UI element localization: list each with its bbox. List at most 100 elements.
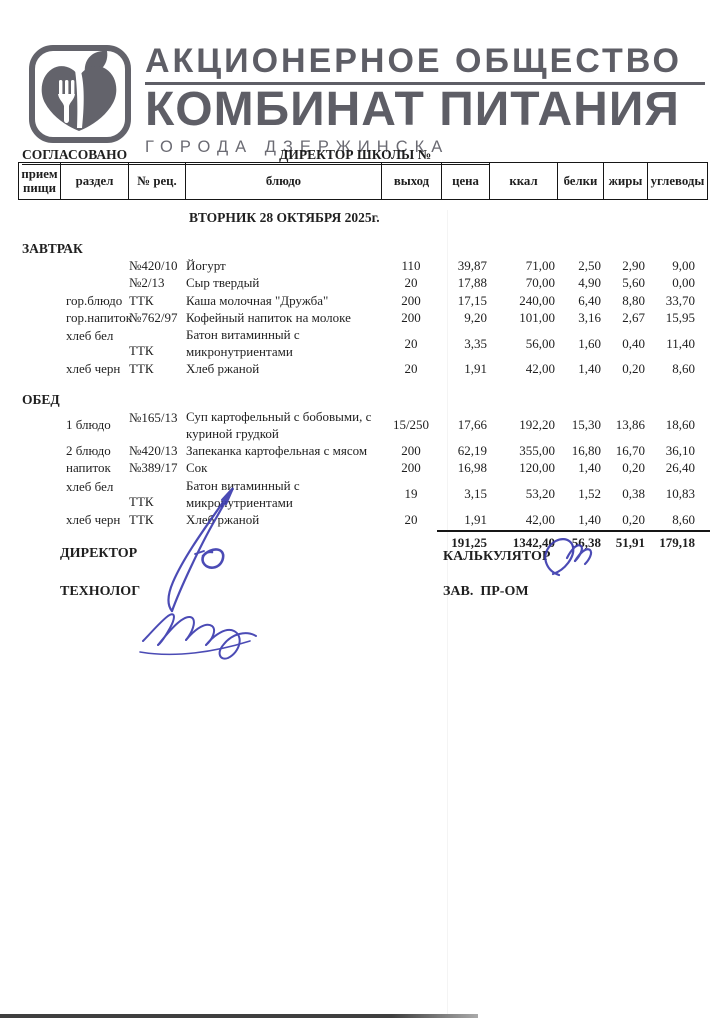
menu-row: гор.блюдо ТТК Каша молочная "Дружба" 200… bbox=[18, 292, 708, 309]
cell-fat: 0,38 bbox=[622, 486, 645, 502]
cell-dish: Хлеб ржаной bbox=[186, 512, 260, 528]
menu-row: хлеб черн ТТК Хлеб ржаной 20 1,91 42,00 … bbox=[18, 511, 708, 528]
cell-recipe: №420/10 bbox=[129, 258, 178, 274]
menu-row: гор.напиток №762/97 Кофейный напиток на … bbox=[18, 309, 708, 326]
cell-recipe: №762/97 bbox=[129, 309, 178, 325]
menu-row: хлеб черн ТТК Хлеб ржаной 20 1,91 42,00 … bbox=[18, 360, 708, 377]
menu-row: хлеб бел ТТК Батон витаминный с микронут… bbox=[18, 326, 708, 360]
menu-row: 2 блюдо №420/13 Запеканка картофельная с… bbox=[18, 442, 708, 459]
cell-fat: 0,40 bbox=[622, 335, 645, 351]
cell-price: 9,20 bbox=[464, 309, 487, 325]
cell-section: гор.блюдо bbox=[66, 292, 123, 308]
letterhead: АКЦИОНЕРНОЕ ОБЩЕСТВО КОМБИНАТ ПИТАНИЯ ГО… bbox=[28, 42, 705, 157]
col-header-fat: жиры bbox=[604, 163, 648, 199]
cell-dish: Батон витаминный с микронутриентами bbox=[186, 477, 300, 510]
school-director-label: ДИРЕКТОР ШКОЛЫ № bbox=[279, 147, 432, 162]
cell-dish: Хлеб ржаной bbox=[186, 361, 260, 377]
brand-text: АКЦИОНЕРНОЕ ОБЩЕСТВО КОМБИНАТ ПИТАНИЯ ГО… bbox=[145, 42, 705, 157]
menu-body: ВТОРНИК 28 ОКТЯБРЯ 2025г. ЗАВТРАК №420/1… bbox=[18, 209, 710, 551]
cell-price: 3,35 bbox=[464, 335, 487, 351]
cell-section: хлеб бел bbox=[66, 328, 114, 344]
cell-fat: 16,70 bbox=[615, 443, 645, 459]
col-header-output: выход bbox=[382, 163, 442, 199]
cell-fat: 5,60 bbox=[622, 275, 645, 291]
brand-line3: ГОРОДА ДЗЕРЖИНСКА bbox=[145, 137, 450, 156]
cell-protein: 15,30 bbox=[571, 417, 601, 433]
col-header-carbs: углеводы bbox=[650, 173, 705, 188]
col-header-kcal: ккал bbox=[490, 163, 558, 199]
brand-line1: АКЦИОНЕРНОЕ ОБЩЕСТВО bbox=[145, 42, 682, 80]
cell-price: 16,98 bbox=[457, 460, 487, 476]
cell-recipe: №2/13 bbox=[129, 275, 165, 291]
cell-price: 17,88 bbox=[457, 275, 487, 291]
company-logo bbox=[28, 44, 132, 144]
cell-recipe: №420/13 bbox=[129, 443, 178, 459]
menu-row: №2/13 Сыр твердый 20 17,88 70,00 4,90 5,… bbox=[18, 274, 708, 291]
cell-section: 1 блюдо bbox=[66, 417, 111, 433]
cell-recipe: ТТК bbox=[129, 493, 154, 509]
total-price: 191,25 bbox=[451, 535, 487, 551]
production-head-label: ЗАВ. ПР-ОМ bbox=[443, 584, 529, 599]
approved-label: СОГЛАСОВАНО bbox=[22, 147, 128, 162]
menu-row: №420/10 Йогурт 110 39,87 71,00 2,50 2,90… bbox=[18, 257, 708, 274]
cell-kcal: 240,00 bbox=[519, 292, 555, 308]
menu-table: прием пищи раздел № рец. блюдо выход цен… bbox=[18, 162, 710, 551]
cell-carbs: 9,00 bbox=[672, 258, 695, 274]
cell-protein: 4,90 bbox=[578, 275, 601, 291]
cell-dish: Каша молочная "Дружба" bbox=[186, 292, 329, 308]
cell-price: 1,91 bbox=[464, 512, 487, 528]
cell-protein: 2,50 bbox=[578, 258, 601, 274]
col-header-section: раздел bbox=[61, 163, 129, 199]
cell-recipe: ТТК bbox=[129, 292, 154, 308]
cell-price: 62,19 bbox=[457, 443, 487, 459]
cell-kcal: 355,00 bbox=[519, 443, 555, 459]
cell-kcal: 42,00 bbox=[525, 361, 555, 377]
cell-recipe: ТТК bbox=[129, 512, 154, 528]
cell-price: 1,91 bbox=[464, 361, 487, 377]
section-label-breakfast: ЗАВТРАК bbox=[22, 241, 83, 256]
col-header-recipe: № рец. bbox=[129, 163, 186, 199]
cell-output: 200 bbox=[401, 443, 421, 459]
cell-price: 39,87 bbox=[457, 258, 487, 274]
cell-fat: 0,20 bbox=[622, 512, 645, 528]
cell-output: 19 bbox=[404, 486, 418, 502]
table-header-row: прием пищи раздел № рец. блюдо выход цен… bbox=[18, 162, 708, 200]
cell-fat: 0,20 bbox=[622, 460, 645, 476]
col-header-price: цена bbox=[442, 163, 490, 199]
cell-output: 110 bbox=[401, 258, 421, 274]
cell-dish: Кофейный напиток на молоке bbox=[186, 309, 351, 325]
cell-kcal: 70,00 bbox=[525, 275, 555, 291]
approval-line: СОГЛАСОВАНО ДИРЕКТОР ШКОЛЫ № bbox=[22, 147, 490, 165]
cell-output: 15/250 bbox=[392, 417, 430, 433]
cell-section: хлеб черн bbox=[66, 512, 121, 528]
cell-section: напиток bbox=[66, 460, 111, 476]
cell-output: 200 bbox=[401, 309, 421, 325]
cell-output: 20 bbox=[404, 275, 418, 291]
menu-row: 1 блюдо №165/13 Суп картофельный с бобов… bbox=[18, 408, 708, 442]
cell-protein: 1,40 bbox=[578, 460, 601, 476]
cell-dish: Йогурт bbox=[186, 258, 226, 274]
brand-divider bbox=[145, 82, 705, 85]
scan-edge bbox=[0, 1014, 478, 1018]
menu-date-title: ВТОРНИК 28 ОКТЯБРЯ 2025г. bbox=[189, 210, 380, 225]
section-label-lunch: ОБЕД bbox=[22, 391, 60, 407]
total-carbs: 179,18 bbox=[659, 535, 695, 551]
cell-kcal: 120,00 bbox=[519, 460, 555, 476]
brand-line2: КОМБИНАТ ПИТАНИЯ bbox=[145, 82, 680, 136]
cell-carbs: 26,40 bbox=[665, 460, 695, 476]
cell-protein: 1,52 bbox=[578, 486, 601, 502]
cell-output: 200 bbox=[401, 292, 421, 308]
cell-protein: 6,40 bbox=[578, 292, 601, 308]
cell-price: 17,15 bbox=[457, 292, 487, 308]
col-header-meal: прием пищи bbox=[19, 163, 61, 199]
cell-output: 200 bbox=[401, 460, 421, 476]
cell-carbs: 15,95 bbox=[665, 309, 695, 325]
cell-dish: Батон витаминный с микронутриентами bbox=[186, 327, 300, 360]
cell-protein: 3,16 bbox=[578, 309, 601, 325]
menu-row: напиток №389/17 Сок 200 16,98 120,00 1,4… bbox=[18, 459, 708, 476]
apple-fork-icon bbox=[29, 45, 131, 143]
total-fat: 51,91 bbox=[615, 535, 645, 551]
cell-kcal: 71,00 bbox=[525, 258, 555, 274]
cell-fat: 2,90 bbox=[622, 258, 645, 274]
